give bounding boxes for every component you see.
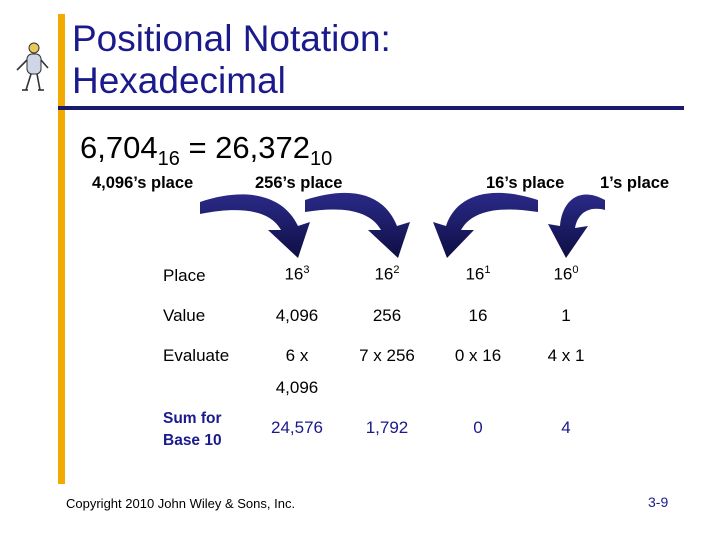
sum-cell: 0 xyxy=(473,418,483,437)
title-line-2: Hexadecimal xyxy=(72,60,286,101)
sum-cell: 4 xyxy=(561,418,571,437)
place-label-1: 1’s place xyxy=(600,174,670,192)
equals-sign: = xyxy=(179,130,216,165)
conversion-equation: 6,70416 = 26,37210 xyxy=(80,128,332,179)
evaluate-cell: 4 x 1 xyxy=(547,346,585,365)
accent-bar xyxy=(58,14,65,484)
value-cell: 16 xyxy=(468,306,488,325)
evaluate-cell: 0 x 16 xyxy=(454,346,502,365)
place-label-256: 256’s place xyxy=(255,174,343,192)
title-line-1: Positional Notation: xyxy=(72,18,391,59)
place-label-4096: 4,096’s place xyxy=(92,174,194,192)
place-cell: 163 xyxy=(284,264,310,284)
slide-title: Positional Notation: Hexadecimal xyxy=(72,18,391,102)
place-cell: 160 xyxy=(553,264,579,284)
hex-number: 6,704 xyxy=(80,130,158,165)
sum-cell: 1,792 xyxy=(365,418,409,437)
place-label-16: 16’s place xyxy=(486,174,565,192)
page-number: 3-9 xyxy=(648,494,669,510)
row-header-place: Place xyxy=(163,266,206,285)
evaluate-cell: 7 x 256 xyxy=(359,346,415,365)
hex-base: 16 xyxy=(157,148,180,171)
curved-arrow-icon xyxy=(433,192,538,258)
value-cell: 256 xyxy=(372,306,402,325)
sum-cell: 24,576 xyxy=(271,418,323,437)
decimal-base: 10 xyxy=(310,148,333,171)
place-cell: 162 xyxy=(374,264,400,284)
curved-arrow-icon xyxy=(305,192,410,258)
row-header-value: Value xyxy=(163,306,206,325)
row-header-evaluate: Evaluate xyxy=(163,346,230,365)
curved-arrow-icon xyxy=(200,194,310,258)
copyright: Copyright 2010 John Wiley & Sons, Inc. xyxy=(66,496,296,511)
title-divider xyxy=(58,106,684,110)
value-cell: 4,096 xyxy=(275,306,319,325)
evaluate-cell-overflow: 4,096 xyxy=(275,378,319,397)
place-cell: 161 xyxy=(465,264,491,284)
row-header-sum: Sum for Base 10 xyxy=(163,410,222,449)
decimal-number: 26,372 xyxy=(215,130,310,165)
evaluate-cell: 6 x xyxy=(285,346,309,365)
curved-arrow-icon xyxy=(548,194,605,258)
pin-figure-icon xyxy=(16,42,49,91)
value-cell: 1 xyxy=(561,306,571,325)
